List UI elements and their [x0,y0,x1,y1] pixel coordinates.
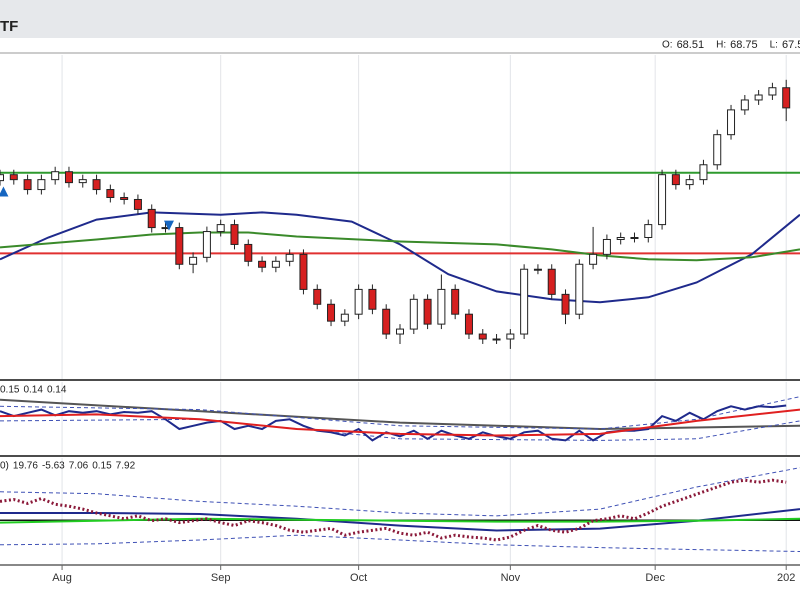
candle-body [464,313,473,335]
legend-value: -5.63 [42,461,65,472]
ohlc-label: O: [662,40,673,51]
candle-body [589,253,598,265]
candle-body [299,253,308,290]
candle-body [616,236,625,240]
ohlc-label: H: [716,40,726,51]
candle-body [258,260,267,268]
x-tick-label: Nov [501,572,521,584]
candle-body [327,303,336,322]
candle-body [244,243,253,262]
x-tick-label: Sep [211,572,231,584]
ohlc-value: 67.5 [782,39,800,51]
ohlc-label: L: [770,40,778,51]
ohlc-value: 68.51 [677,39,705,51]
candle-body [396,328,404,335]
candle-body [189,256,198,265]
candle-body [437,288,446,325]
x-tick-label: 202 [777,572,795,584]
candle-body [23,179,32,191]
legend-value: 7.92 [116,461,136,472]
candle-body [51,171,60,181]
candle-body [0,174,4,182]
candle-body [451,288,460,315]
candle-body [92,179,101,191]
candle-body [478,333,487,340]
legend-value: 0.15 [92,461,112,472]
candle-body [120,196,129,200]
candle-body [671,174,680,186]
series-line [0,418,800,441]
candle-body [409,298,418,330]
series-line [0,398,800,431]
candle-body [382,308,391,335]
candle-body [561,293,570,315]
candle-body [602,238,611,255]
candle-body [313,288,322,305]
candle-body [782,87,791,109]
legend-value: 19.76 [13,461,38,472]
candle-body [340,313,349,322]
series-line [0,534,800,552]
candle-body [740,99,749,111]
x-tick-label: Oct [350,572,367,584]
candle-body [575,263,584,315]
legend-value: 7.06 [69,461,89,472]
series-line [0,396,800,430]
series-line [0,467,800,517]
candle-body [271,260,280,268]
x-tick-label: Dec [645,572,665,584]
candle-body [147,208,156,229]
candle-body [658,174,667,226]
candle-body [285,253,294,262]
candle-body [630,236,639,239]
candle-body [727,109,736,136]
candle-body [37,179,46,191]
candle-body [230,224,239,245]
candle-body [713,134,722,166]
legend-value: 0.14 [23,385,43,396]
ohlc-value: 68.75 [730,39,758,51]
series-line [0,231,800,262]
header-bar [0,0,800,38]
candle-body [133,198,142,210]
signal-marker [163,220,174,231]
chart-title: TF [0,18,18,35]
candle-body [492,338,501,341]
legend-value: 0.14 [47,385,67,396]
candle-body [175,227,184,265]
series-line [0,517,800,524]
candle-body [354,288,363,315]
candle-body [533,268,542,271]
series-line [0,478,787,542]
legend-value: 0.15 [0,385,20,396]
candle-body [368,288,377,310]
candle-body [506,333,515,340]
candle-body [520,268,529,335]
candle-body [78,179,87,184]
candle-body [64,171,73,184]
series-line [0,211,800,304]
candle-body [106,189,115,198]
candle-body [768,87,777,96]
signal-marker [0,186,9,197]
series-line [0,508,800,532]
candle-body [202,231,211,258]
candle-body [216,224,225,233]
candle-body [9,174,18,181]
candle-body [685,179,694,186]
candle-body [699,164,708,181]
series-line [0,408,800,437]
x-tick-label: Aug [52,572,72,584]
candle-body [423,298,432,325]
candle-body [547,268,556,295]
candle-body [754,94,763,101]
candle-body [644,224,653,238]
legend-prefix: 0) [0,461,9,472]
